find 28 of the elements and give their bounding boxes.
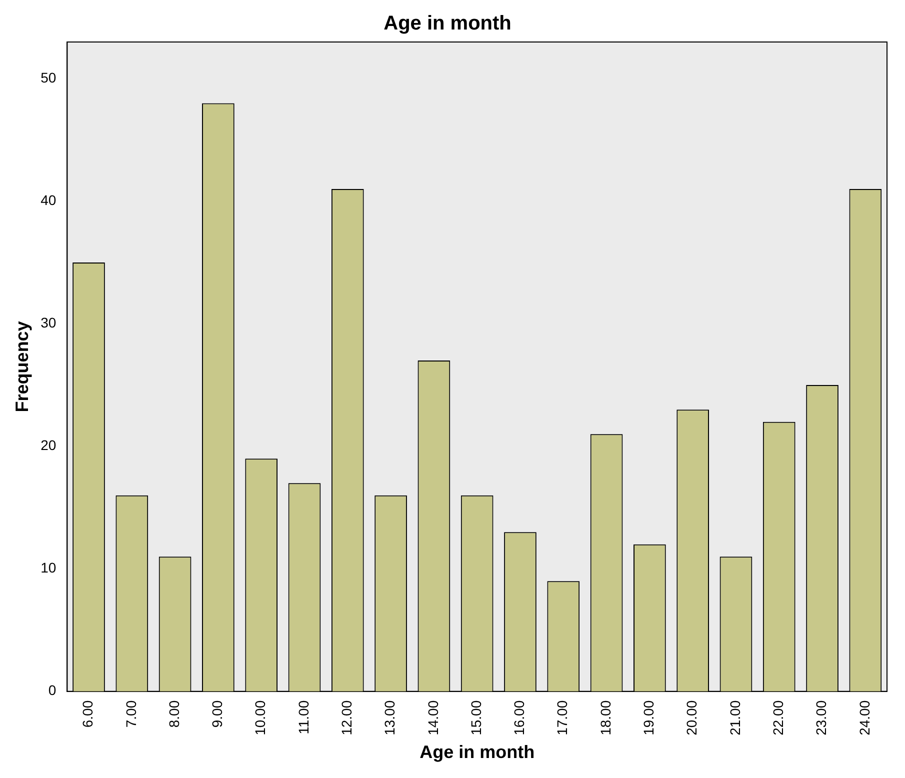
y-tick-label: 30 bbox=[40, 314, 56, 331]
y-tick-label: 50 bbox=[40, 70, 56, 86]
x-axis-title: Age in month bbox=[420, 742, 535, 762]
y-axis-title: Frequency bbox=[12, 321, 32, 412]
x-tick-label: 6.00 bbox=[80, 700, 96, 728]
x-tick-label: 19.00 bbox=[640, 700, 657, 736]
x-tick-label: 9.00 bbox=[209, 700, 226, 728]
x-tick-label: 21.00 bbox=[726, 700, 743, 736]
x-tick-label: 11.00 bbox=[295, 700, 312, 734]
x-tick-label: 8.00 bbox=[166, 700, 182, 728]
x-tick-label: 17.00 bbox=[554, 700, 570, 736]
x-tick-label: 22.00 bbox=[770, 700, 786, 736]
x-tick-label: 10.00 bbox=[252, 700, 268, 736]
x-tick-label: 15.00 bbox=[468, 700, 484, 736]
x-tick-label: 13.00 bbox=[382, 700, 398, 736]
x-tick-label: 23.00 bbox=[813, 700, 830, 736]
y-tick-label: 40 bbox=[40, 192, 56, 208]
y-tick-label: 20 bbox=[40, 437, 56, 454]
x-tick-label: 20.00 bbox=[684, 700, 700, 736]
x-tick-label: 18.00 bbox=[597, 700, 614, 736]
x-tick-label: 24.00 bbox=[856, 700, 872, 736]
x-tick-label: 14.00 bbox=[424, 700, 441, 736]
y-tick-label: 0 bbox=[48, 682, 56, 698]
x-tick-label: 7.00 bbox=[122, 700, 139, 728]
chart-title: Age in month bbox=[384, 12, 512, 35]
x-tick-label: 16.00 bbox=[511, 700, 528, 736]
y-tick-label: 10 bbox=[40, 560, 56, 576]
x-tick-label: 12.00 bbox=[338, 700, 354, 736]
